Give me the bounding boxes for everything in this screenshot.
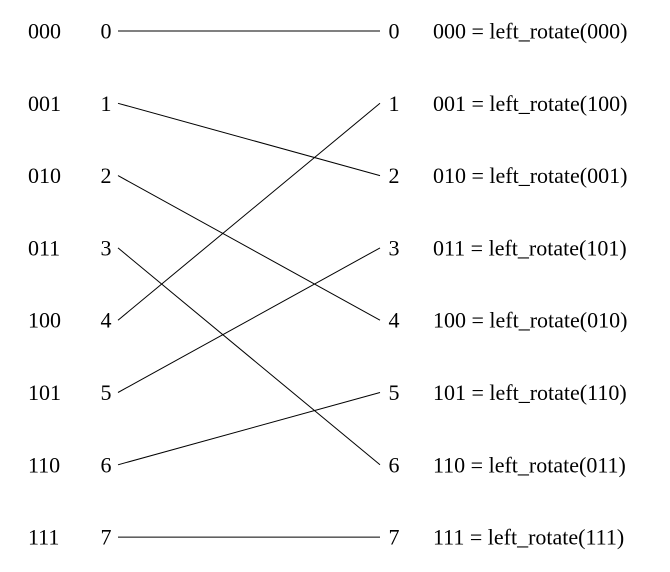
connection-line [117,247,381,466]
left-node-label: 6 [101,452,112,477]
connection-line [117,102,381,177]
rotation-equation: 110 = left_rotate(011) [433,452,626,477]
binary-label: 001 [28,91,61,116]
right-node-label: 2 [389,163,400,188]
connection-line [117,247,381,393]
right-node-label: 4 [389,308,400,333]
left-node-label: 4 [101,308,112,333]
rotation-equation: 000 = left_rotate(000) [433,19,627,44]
right-node-label: 1 [389,91,400,116]
rotation-equation: 010 = left_rotate(001) [433,163,627,188]
rotation-equation: 101 = left_rotate(110) [433,380,627,405]
left-node-label: 1 [101,91,112,116]
right-node-label: 7 [389,525,400,550]
left-node-label: 7 [101,525,112,550]
right-node-label: 0 [389,19,400,44]
binary-label: 100 [28,308,61,333]
left-node-label: 3 [101,235,112,260]
left-node-label: 0 [101,19,112,44]
connection-line [117,392,381,466]
right-node-label: 3 [389,235,400,260]
binary-label: 000 [28,19,61,44]
rotation-equation: 001 = left_rotate(100) [433,91,627,116]
right-node-label: 5 [389,380,400,405]
right-node-label: 6 [389,452,400,477]
rotation-equation: 111 = left_rotate(111) [433,525,624,550]
binary-label: 010 [28,163,61,188]
rotation-equation: 100 = left_rotate(010) [433,308,627,333]
binary-label: 110 [28,452,60,477]
binary-label: 101 [28,380,61,405]
binary-label: 111 [28,525,59,550]
binary-label: 011 [28,235,60,260]
rotation-equation: 011 = left_rotate(101) [433,235,627,260]
connection-line [117,102,381,321]
left-node-label: 5 [101,380,112,405]
connection-line [117,175,381,321]
left-node-label: 2 [101,163,112,188]
